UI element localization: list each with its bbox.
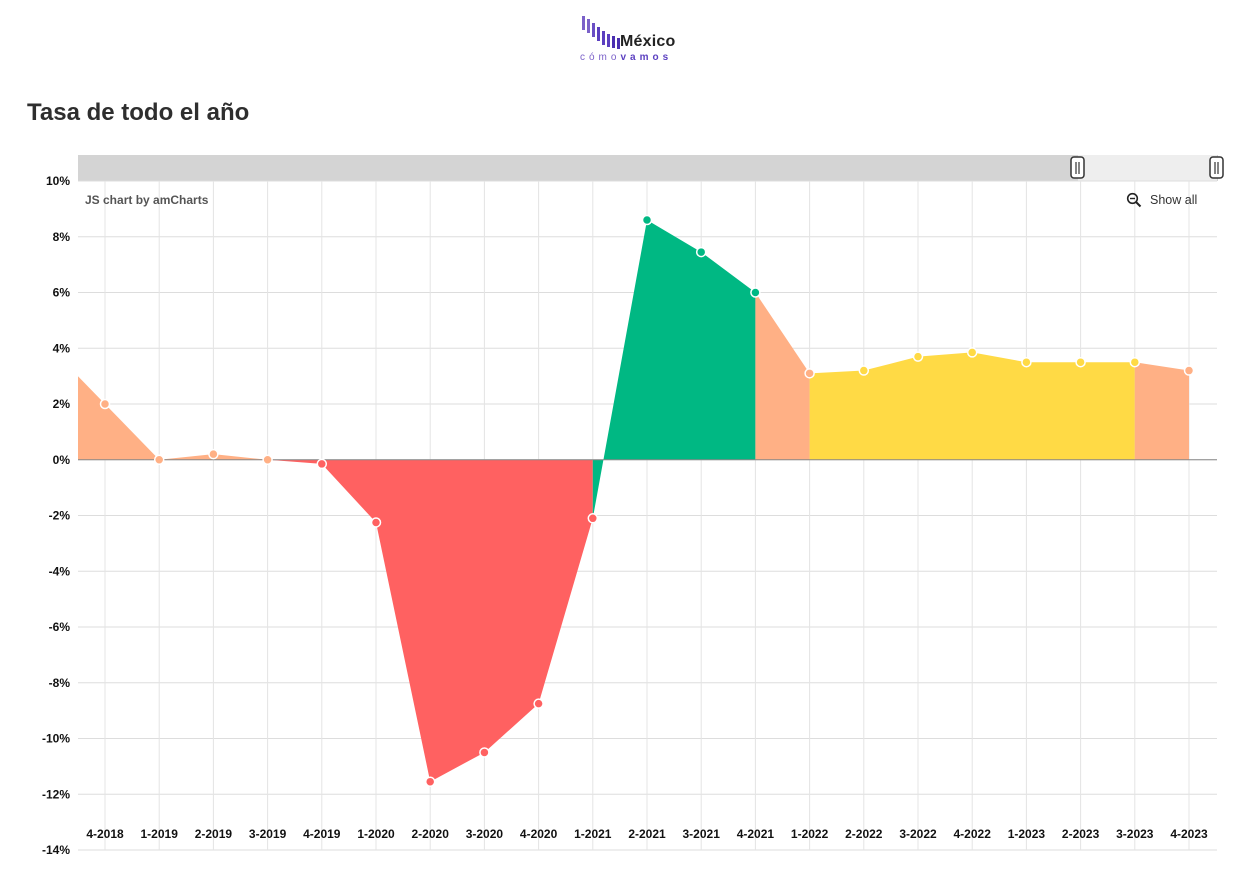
- logo-subtitle: cómovamos: [580, 52, 672, 63]
- area-segment-salmon: [78, 376, 268, 460]
- data-point[interactable]: [641, 214, 653, 226]
- area-segment-red: [267, 459, 593, 782]
- data-point[interactable]: [1075, 356, 1086, 368]
- show-all-label: Show all: [1150, 193, 1198, 207]
- x-axis-labels: 4-2018 1-2019 2-2019 3-2019 4-2019 1-2020 2-20…: [86, 827, 1208, 841]
- x-tick-label: 4-2018: [86, 827, 124, 841]
- x-tick-label: 3-2020: [466, 827, 504, 841]
- data-point[interactable]: [1129, 356, 1141, 368]
- area-segment-yellow: [809, 352, 1135, 460]
- x-tick-label: 3-2022: [899, 827, 937, 841]
- x-tick-label: 3-2023: [1116, 827, 1154, 841]
- logo-wordmark: México: [620, 33, 676, 50]
- data-point[interactable]: [533, 698, 544, 709]
- y-tick-label: -12%: [42, 787, 70, 801]
- y-tick-label: -6%: [49, 620, 71, 634]
- data-point[interactable]: [370, 517, 382, 528]
- x-tick-label: 1-2022: [791, 827, 829, 841]
- x-tick-label: 4-2022: [954, 827, 992, 841]
- y-tick-label: 4%: [53, 341, 71, 355]
- y-tick-label: -10%: [42, 732, 70, 746]
- data-point[interactable]: [587, 513, 599, 524]
- logo-sub-como: cómo: [580, 52, 621, 63]
- y-tick-label: -14%: [42, 843, 70, 857]
- x-tick-label: 3-2019: [249, 827, 287, 841]
- x-tick-label: 2-2019: [195, 827, 233, 841]
- y-tick-label: 0%: [53, 453, 71, 467]
- data-point[interactable]: [99, 398, 111, 410]
- x-tick-label: 4-2023: [1170, 827, 1208, 841]
- x-tick-label: 1-2021: [574, 827, 612, 841]
- chart-title: Tasa de todo el año: [27, 99, 250, 126]
- area-segment-salmon: [755, 292, 810, 460]
- x-tick-label: 1-2023: [1008, 827, 1046, 841]
- logo-bars-icon: [582, 16, 620, 49]
- y-tick-label: 6%: [53, 286, 71, 300]
- y-tick-label: 8%: [53, 230, 71, 244]
- y-tick-label: -2%: [49, 509, 71, 523]
- x-tick-label: 1-2019: [141, 827, 179, 841]
- data-point[interactable]: [316, 458, 328, 470]
- logo-sub-vamos: vamos: [620, 52, 673, 63]
- x-tick-label: 2-2020: [412, 827, 450, 841]
- y-tick-label: -8%: [49, 676, 71, 690]
- data-point[interactable]: [804, 368, 815, 379]
- data-point[interactable]: [1183, 365, 1195, 376]
- amcharts-credit[interactable]: JS chart by amCharts: [85, 193, 209, 207]
- data-point[interactable]: [153, 454, 165, 465]
- x-tick-label: 2-2023: [1062, 827, 1100, 841]
- data-point[interactable]: [208, 448, 219, 460]
- data-point[interactable]: [262, 454, 273, 465]
- data-point[interactable]: [424, 776, 436, 787]
- x-tick-label: 4-2019: [303, 827, 341, 841]
- y-tick-label: 2%: [53, 397, 71, 411]
- scrollbar-grip-left[interactable]: [1070, 156, 1085, 179]
- scrollbar-grip-right[interactable]: [1209, 156, 1224, 179]
- data-point[interactable]: [1021, 356, 1032, 368]
- y-tick-label: -4%: [49, 564, 71, 578]
- area-chart: -14% -12% -10% -8% -6% -4% -2% 0% 2% 4% 6% 8% 10% 4-…: [42, 155, 1224, 857]
- show-all-button[interactable]: Show all: [1126, 192, 1197, 208]
- data-point[interactable]: [750, 287, 761, 298]
- data-point[interactable]: [695, 246, 707, 258]
- area-fills: [78, 220, 1189, 782]
- x-tick-label: 1-2020: [357, 827, 395, 841]
- scrollbar-selection[interactable]: [1078, 155, 1217, 181]
- x-tick-label: 4-2020: [520, 827, 558, 841]
- x-tick-label: 2-2022: [845, 827, 883, 841]
- x-tick-label: 4-2021: [737, 827, 775, 841]
- x-tick-label: 3-2021: [683, 827, 721, 841]
- zoom-out-icon: [1126, 192, 1142, 208]
- mexico-como-vamos-logo: México cómovamos: [578, 14, 688, 64]
- x-tick-label: 2-2021: [628, 827, 666, 841]
- data-point[interactable]: [479, 747, 490, 758]
- area-segment-green: [592, 220, 756, 519]
- y-axis-labels: -14% -12% -10% -8% -6% -4% -2% 0% 2% 4% 6% 8% 10%: [42, 174, 70, 857]
- data-point[interactable]: [858, 365, 870, 376]
- data-point[interactable]: [966, 347, 978, 358]
- scrollbar-track[interactable]: [78, 155, 1218, 181]
- y-tick-label: 10%: [46, 174, 70, 188]
- area-segment-salmon: [1134, 362, 1189, 460]
- data-point[interactable]: [912, 351, 924, 362]
- data-points: [99, 214, 1195, 787]
